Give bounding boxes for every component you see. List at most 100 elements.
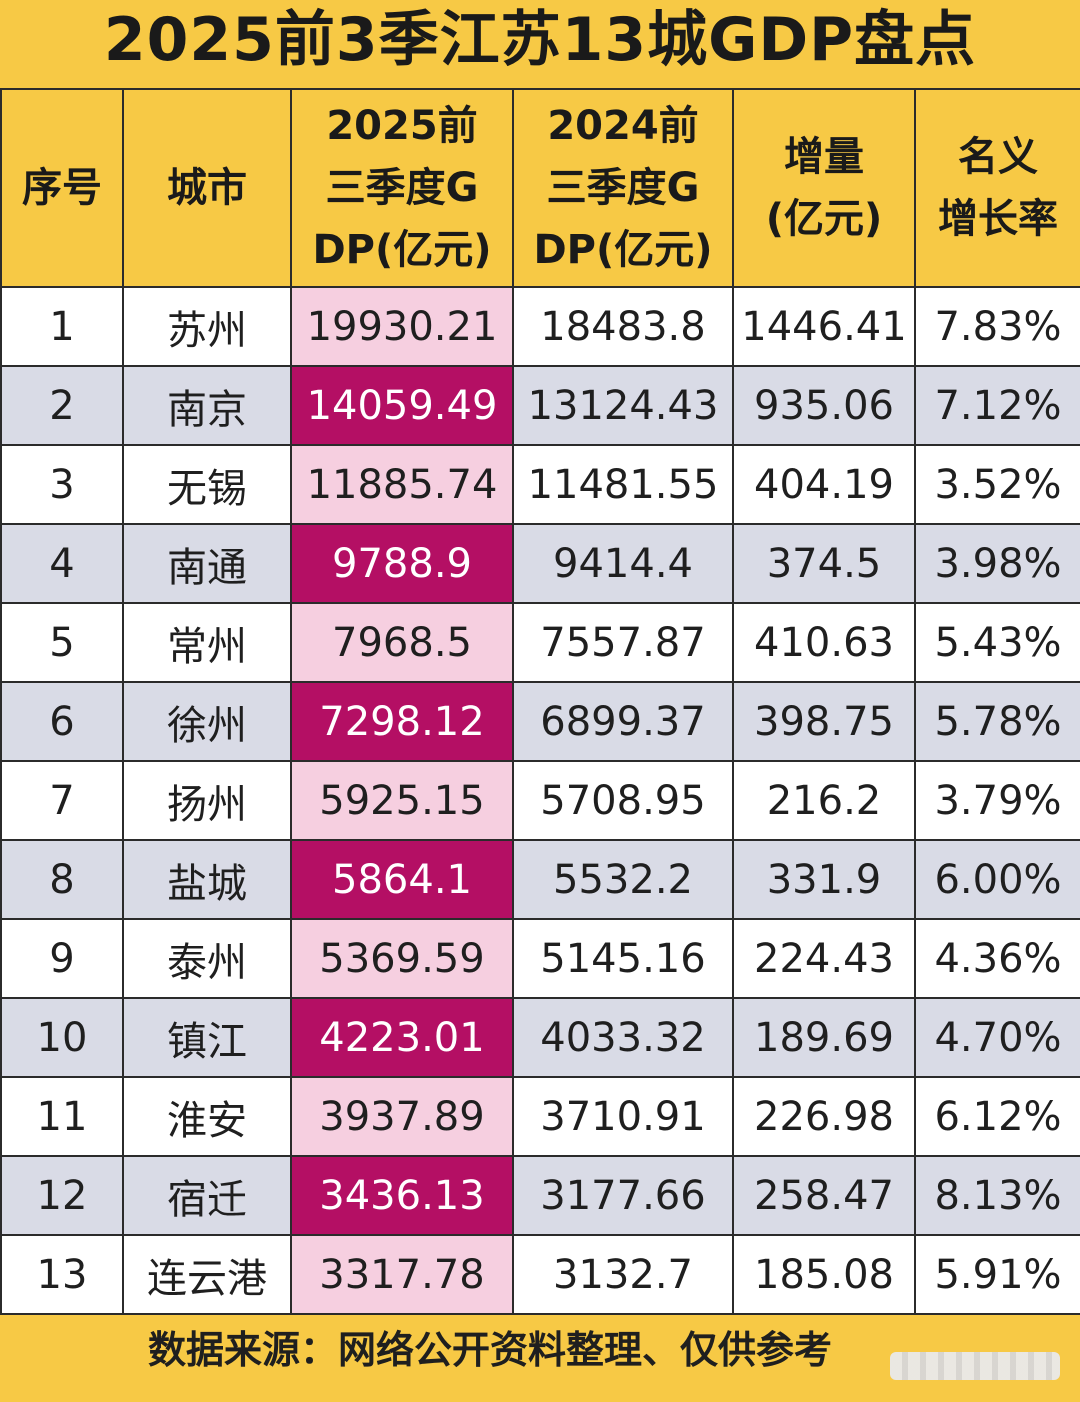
cell-gdp2024: 7557.87: [512, 602, 734, 683]
cell-increase: 216.2: [732, 760, 916, 841]
cell-gdp2024: 5532.2: [512, 839, 734, 920]
cell-gdp2024: 3177.66: [512, 1155, 734, 1236]
cell-gdp2025: 19930.21: [290, 286, 514, 367]
cell-city: 扬州: [122, 760, 292, 841]
cell-growth: 5.91%: [914, 1234, 1080, 1315]
cell-growth: 3.98%: [914, 523, 1080, 604]
table-row: 4 南通 9788.9 9414.4 374.5 3.98%: [0, 523, 1080, 604]
header-gdp2024-line: 三季度G: [546, 165, 700, 211]
cell-increase: 398.75: [732, 681, 916, 762]
cell-rank: 1: [0, 286, 124, 367]
cell-rank: 11: [0, 1076, 124, 1157]
header-gdp2025-line: DP(亿元): [312, 227, 492, 273]
cell-gdp2025: 7298.12: [290, 681, 514, 762]
table-row: 12 宿迁 3436.13 3177.66 258.47 8.13%: [0, 1155, 1080, 1236]
cell-rank: 10: [0, 997, 124, 1078]
cell-gdp2025: 3937.89: [290, 1076, 514, 1157]
cell-gdp2025: 4223.01: [290, 997, 514, 1078]
cell-increase: 226.98: [732, 1076, 916, 1157]
table-row: 13 连云港 3317.78 3132.7 185.08 5.91%: [0, 1234, 1080, 1315]
cell-growth: 5.43%: [914, 602, 1080, 683]
cell-growth: 8.13%: [914, 1155, 1080, 1236]
cell-growth: 3.79%: [914, 760, 1080, 841]
header-gdp2025-line: 三季度G: [325, 165, 479, 211]
header-gdp2024-line: DP(亿元): [533, 227, 713, 273]
cell-gdp2024: 13124.43: [512, 365, 734, 446]
cell-increase: 224.43: [732, 918, 916, 999]
cell-growth: 4.70%: [914, 997, 1080, 1078]
table-row: 6 徐州 7298.12 6899.37 398.75 5.78%: [0, 681, 1080, 762]
source-footer: 数据来源：网络公开资料整理、仅供参考: [0, 1315, 1080, 1385]
cell-increase: 410.63: [732, 602, 916, 683]
cell-gdp2024: 4033.32: [512, 997, 734, 1078]
cell-rank: 13: [0, 1234, 124, 1315]
header-growth: 名义 增长率: [914, 88, 1080, 288]
table-row: 5 常州 7968.5 7557.87 410.63 5.43%: [0, 602, 1080, 683]
table-row: 2 南京 14059.49 13124.43 935.06 7.12%: [0, 365, 1080, 446]
cell-city: 南京: [122, 365, 292, 446]
cell-growth: 7.12%: [914, 365, 1080, 446]
header-gdp2024-line: 2024前: [547, 103, 699, 149]
header-growth-line: 增长率: [938, 196, 1058, 242]
cell-gdp2024: 18483.8: [512, 286, 734, 367]
cell-gdp2024: 3132.7: [512, 1234, 734, 1315]
header-increase: 增量 (亿元): [732, 88, 916, 288]
cell-gdp2024: 5145.16: [512, 918, 734, 999]
cell-rank: 6: [0, 681, 124, 762]
cell-city: 镇江: [122, 997, 292, 1078]
cell-gdp2024: 9414.4: [512, 523, 734, 604]
cell-city: 盐城: [122, 839, 292, 920]
header-gdp2025: 2025前 三季度G DP(亿元): [290, 88, 514, 288]
table-row: 10 镇江 4223.01 4033.32 189.69 4.70%: [0, 997, 1080, 1078]
table-row: 9 泰州 5369.59 5145.16 224.43 4.36%: [0, 918, 1080, 999]
cell-city: 无锡: [122, 444, 292, 525]
cell-increase: 258.47: [732, 1155, 916, 1236]
table-header-row: 序号 城市 2025前 三季度G DP(亿元) 2024前 三季度G DP(亿元…: [0, 88, 1080, 288]
cell-increase: 185.08: [732, 1234, 916, 1315]
cell-city: 宿迁: [122, 1155, 292, 1236]
header-rank: 序号: [0, 88, 124, 288]
cell-rank: 3: [0, 444, 124, 525]
cell-growth: 7.83%: [914, 286, 1080, 367]
cell-city: 泰州: [122, 918, 292, 999]
header-city: 城市: [122, 88, 292, 288]
cell-city: 淮安: [122, 1076, 292, 1157]
table-row: 11 淮安 3937.89 3710.91 226.98 6.12%: [0, 1076, 1080, 1157]
cell-gdp2025: 7968.5: [290, 602, 514, 683]
table-row: 7 扬州 5925.15 5708.95 216.2 3.79%: [0, 760, 1080, 841]
cell-growth: 4.36%: [914, 918, 1080, 999]
header-gdp2025-line: 2025前: [326, 103, 478, 149]
cell-increase: 1446.41: [732, 286, 916, 367]
cell-growth: 5.78%: [914, 681, 1080, 762]
cell-gdp2025: 3317.78: [290, 1234, 514, 1315]
cell-gdp2025: 5864.1: [290, 839, 514, 920]
cell-growth: 6.00%: [914, 839, 1080, 920]
cell-rank: 7: [0, 760, 124, 841]
cell-gdp2024: 11481.55: [512, 444, 734, 525]
header-gdp2024: 2024前 三季度G DP(亿元): [512, 88, 734, 288]
cell-growth: 6.12%: [914, 1076, 1080, 1157]
gdp-table: 序号 城市 2025前 三季度G DP(亿元) 2024前 三季度G DP(亿元…: [0, 88, 1080, 1315]
header-growth-line: 名义: [958, 134, 1038, 180]
cell-gdp2025: 11885.74: [290, 444, 514, 525]
table-row: 3 无锡 11885.74 11481.55 404.19 3.52%: [0, 444, 1080, 525]
cell-rank: 4: [0, 523, 124, 604]
cell-growth: 3.52%: [914, 444, 1080, 525]
cell-rank: 5: [0, 602, 124, 683]
cell-gdp2025: 5369.59: [290, 918, 514, 999]
cell-increase: 404.19: [732, 444, 916, 525]
cell-gdp2024: 3710.91: [512, 1076, 734, 1157]
cell-increase: 374.5: [732, 523, 916, 604]
table-row: 1 苏州 19930.21 18483.8 1446.41 7.83%: [0, 286, 1080, 367]
cell-city: 南通: [122, 523, 292, 604]
cell-gdp2024: 6899.37: [512, 681, 734, 762]
cell-rank: 9: [0, 918, 124, 999]
cell-rank: 12: [0, 1155, 124, 1236]
cell-city: 苏州: [122, 286, 292, 367]
cell-gdp2025: 5925.15: [290, 760, 514, 841]
cell-gdp2025: 3436.13: [290, 1155, 514, 1236]
cell-city: 徐州: [122, 681, 292, 762]
cell-gdp2025: 14059.49: [290, 365, 514, 446]
cell-increase: 189.69: [732, 997, 916, 1078]
cell-rank: 8: [0, 839, 124, 920]
